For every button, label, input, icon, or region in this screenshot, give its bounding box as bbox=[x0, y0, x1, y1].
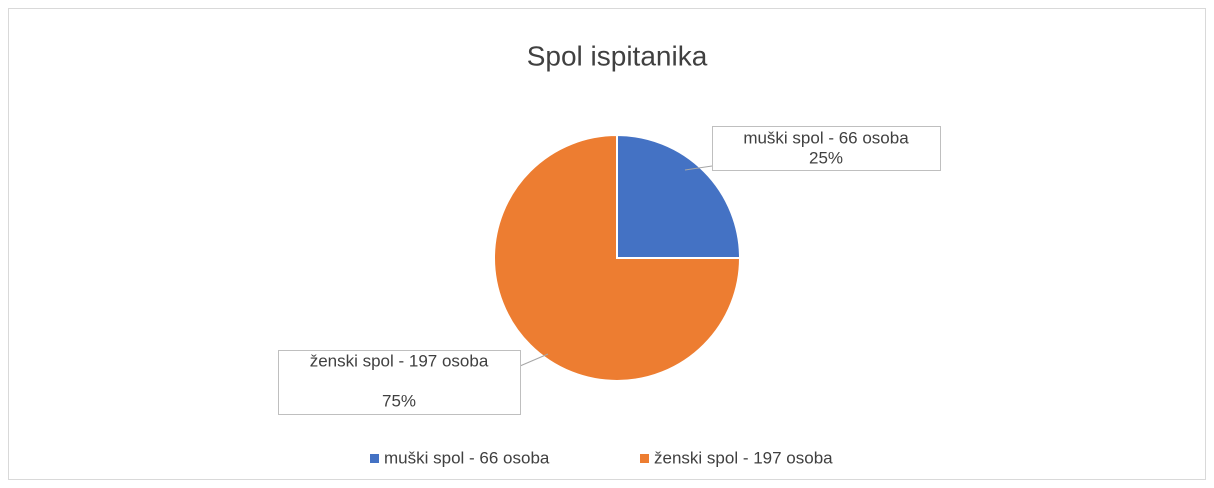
legend-swatch bbox=[640, 454, 649, 463]
legend-label: muški spol - 66 osoba bbox=[384, 448, 550, 467]
pie-slice bbox=[493, 133, 742, 382]
data-label-category: muški spol - 66 osoba bbox=[743, 128, 909, 147]
leader-line bbox=[684, 165, 713, 171]
chart-title: Spol ispitanika bbox=[527, 40, 708, 71]
data-label-category: ženski spol - 197 osoba bbox=[310, 351, 489, 370]
leader-line bbox=[519, 353, 549, 367]
data-label-value: 25% bbox=[809, 148, 843, 167]
data-label-box bbox=[278, 350, 521, 415]
data-label-value: 75% bbox=[382, 391, 416, 410]
legend-label: ženski spol - 197 osoba bbox=[654, 448, 833, 467]
legend-swatch bbox=[370, 454, 379, 463]
pie-slice bbox=[616, 133, 742, 259]
data-label-box bbox=[712, 126, 941, 171]
